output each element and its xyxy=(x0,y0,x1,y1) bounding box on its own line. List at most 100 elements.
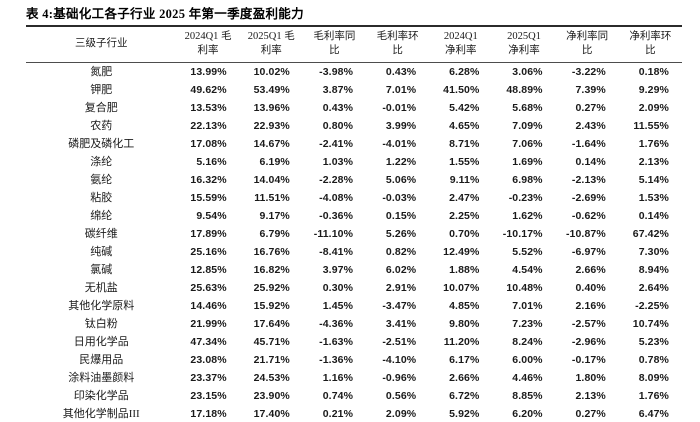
value-cell: 7.30% xyxy=(638,246,669,258)
value-cell: 2.09% xyxy=(385,408,417,420)
table-row: 钾肥 49.62% 53.49% 3.87% 7.01% 41.50% 48.89% 7.39… xyxy=(26,81,682,99)
value-cell: 1.03% xyxy=(322,156,354,168)
value-cell: 0.27% xyxy=(575,408,606,420)
industry-name-cell: 粘胶 xyxy=(90,192,113,204)
value-cell: 5.14% xyxy=(638,174,669,186)
value-cell: 5.23% xyxy=(638,336,669,348)
value-cell: 4.85% xyxy=(449,300,480,312)
table-body: 氮肥 13.99% 10.02% -3.98% 0.43% 6.28% 3.06% -3.22… xyxy=(26,63,682,422)
value-cell: 0.14% xyxy=(638,210,669,222)
table-row: 涂料油墨颜料 23.37% 24.53% 1.16% -0.96% 2.66% 4.46% 1… xyxy=(26,369,682,387)
value-cell: 6.28% xyxy=(449,66,480,78)
value-cell: 2.25% xyxy=(449,210,480,222)
value-cell: 2.13% xyxy=(638,156,669,168)
value-cell: 24.53% xyxy=(253,372,290,384)
value-cell: 6.98% xyxy=(512,174,543,186)
value-cell: 15.92% xyxy=(253,300,290,312)
header-industry: 三级子行业 xyxy=(74,38,128,49)
value-cell: 0.30% xyxy=(322,282,354,294)
value-cell: 48.89% xyxy=(506,84,543,96)
value-cell: -3.22% xyxy=(571,66,606,78)
value-cell: 5.26% xyxy=(385,228,417,240)
table-row: 钛白粉 21.99% 17.64% -4.36% 3.41% 9.80% 7.23% -2.5… xyxy=(26,315,682,333)
value-cell: -0.36% xyxy=(319,210,354,222)
value-cell: 1.45% xyxy=(322,300,354,312)
value-cell: 21.71% xyxy=(253,354,290,366)
value-cell: 7.23% xyxy=(512,318,543,330)
value-cell: 10.02% xyxy=(253,66,290,78)
value-cell: -0.96% xyxy=(382,372,417,384)
industry-name-cell: 钛白粉 xyxy=(84,318,118,330)
table-row: 复合肥 13.53% 13.96% 0.43% -0.01% 5.42% 5.68% 0.27… xyxy=(26,99,682,117)
table-row: 无机盐 25.63% 25.92% 0.30% 2.91% 10.07% 10.48% 0.4… xyxy=(26,279,682,297)
value-cell: 5.52% xyxy=(512,246,543,258)
value-cell: -1.36% xyxy=(319,354,354,366)
table-row: 农药 22.13% 22.93% 0.80% 3.99% 4.65% 7.09% 2.43% 1… xyxy=(26,117,682,135)
value-cell: 23.37% xyxy=(190,372,227,384)
value-cell: -2.57% xyxy=(571,318,606,330)
table-row: 其他化学制品III 17.18% 17.40% 0.21% 2.09% 5.92% 6.20… xyxy=(26,405,682,422)
value-cell: -0.03% xyxy=(382,192,417,204)
value-cell: 9.11% xyxy=(449,174,480,186)
value-cell: 17.64% xyxy=(253,318,290,330)
value-cell: 21.99% xyxy=(190,318,227,330)
industry-name-cell: 其他化学原料 xyxy=(68,300,135,312)
value-cell: 5.68% xyxy=(512,102,543,114)
value-cell: 23.08% xyxy=(190,354,227,366)
industry-name-cell: 日用化学品 xyxy=(73,336,129,348)
value-cell: 8.85% xyxy=(512,390,543,402)
value-cell: -6.97% xyxy=(571,246,606,258)
value-cell: -0.17% xyxy=(571,354,606,366)
value-cell: 0.56% xyxy=(385,390,417,402)
value-cell: 1.80% xyxy=(575,372,606,384)
value-cell: -0.01% xyxy=(382,102,417,114)
value-cell: 6.17% xyxy=(449,354,480,366)
value-cell: 53.49% xyxy=(253,84,290,96)
industry-name-cell: 民爆用品 xyxy=(79,354,124,366)
value-cell: 0.82% xyxy=(385,246,417,258)
industry-name-cell: 涤纶 xyxy=(90,156,113,168)
value-cell: -2.96% xyxy=(571,336,606,348)
value-cell: 11.55% xyxy=(633,120,669,132)
industry-name-cell: 钾肥 xyxy=(90,84,113,96)
value-cell: -3.98% xyxy=(319,66,354,78)
value-cell: 10.74% xyxy=(632,318,669,330)
industry-name-cell: 印染化学品 xyxy=(73,390,129,402)
value-cell: -2.13% xyxy=(571,174,606,186)
value-cell: -4.10% xyxy=(382,354,417,366)
value-cell: 17.40% xyxy=(253,408,290,420)
value-cell: -2.41% xyxy=(319,138,354,150)
value-cell: 2.47% xyxy=(449,192,480,204)
table-title: 表 4:基础化工各子行业 2025 年第一季度盈利能力 xyxy=(26,7,304,21)
industry-name-cell: 绵纶 xyxy=(90,210,113,222)
value-cell: 25.92% xyxy=(253,282,290,294)
value-cell: 6.72% xyxy=(449,390,480,402)
value-cell: 0.40% xyxy=(575,282,606,294)
value-cell: 1.16% xyxy=(322,372,354,384)
value-cell: -0.62% xyxy=(571,210,606,222)
value-cell: 0.21% xyxy=(322,408,354,420)
value-cell: 23.90% xyxy=(253,390,290,402)
value-cell: 0.14% xyxy=(575,156,606,168)
value-cell: 14.04% xyxy=(253,174,290,186)
table-row: 氨纶 16.32% 14.04% -2.28% 5.06% 9.11% 6.98% -2.13… xyxy=(26,171,682,189)
header-gross-margin-qoq: 毛利率环 比 xyxy=(376,31,419,56)
value-cell: 2.64% xyxy=(638,282,669,294)
value-cell: 1.22% xyxy=(385,156,417,168)
value-cell: 1.62% xyxy=(512,210,543,222)
value-cell: 6.19% xyxy=(259,156,290,168)
value-cell: -3.47% xyxy=(382,300,417,312)
table-row: 绵纶 9.54% 9.17% -0.36% 0.15% 2.25% 1.62% -0.62% 0… xyxy=(26,207,682,225)
value-cell: 16.82% xyxy=(253,264,290,276)
value-cell: -2.51% xyxy=(382,336,417,348)
industry-name-cell: 复合肥 xyxy=(84,102,118,114)
value-cell: 4.46% xyxy=(512,372,543,384)
value-cell: 0.78% xyxy=(638,354,669,366)
value-cell: 0.18% xyxy=(638,66,669,78)
value-cell: 49.62% xyxy=(190,84,227,96)
table-header: 三级子行业 2024Q1 毛 利率 2025Q1 毛 利率 毛利率同 比 毛利率… xyxy=(26,26,682,63)
value-cell: 12.85% xyxy=(190,264,227,276)
table-row: 涤纶 5.16% 6.19% 1.03% 1.22% 1.55% 1.69% 0.14% 2.1… xyxy=(26,153,682,171)
value-cell: 1.76% xyxy=(638,138,669,150)
table-row: 磷肥及磷化工 17.08% 14.67% -2.41% -4.01% 8.71% 7.06%… xyxy=(26,135,682,153)
